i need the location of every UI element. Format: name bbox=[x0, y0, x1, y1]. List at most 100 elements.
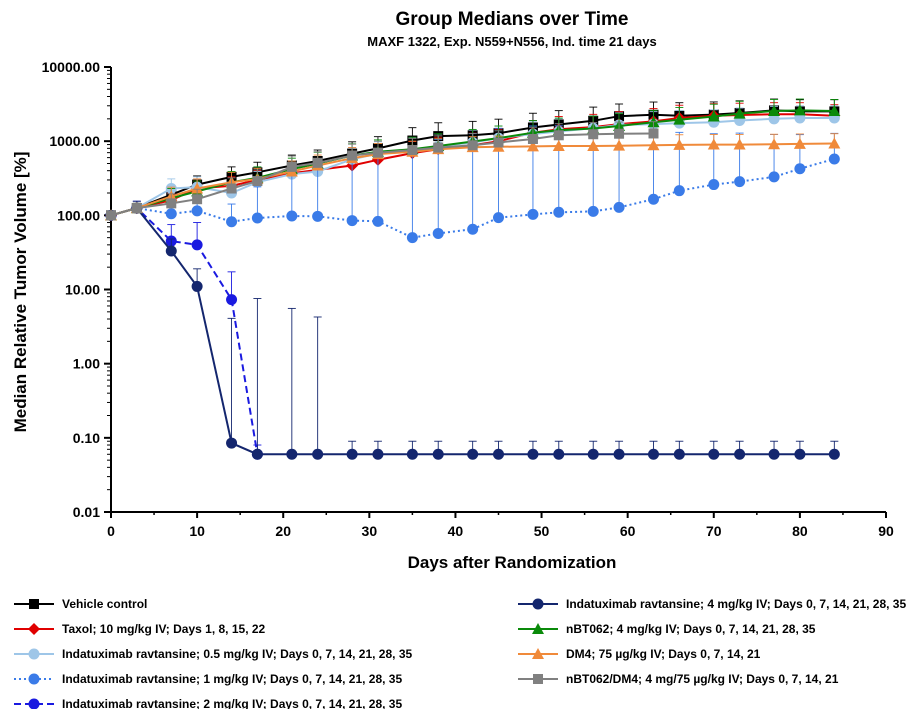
data-point bbox=[467, 448, 479, 460]
data-point bbox=[614, 128, 625, 139]
legend-label: Indatuximab ravtansine; 1 mg/kg IV; Days… bbox=[62, 672, 402, 686]
data-point bbox=[734, 448, 746, 460]
y-tick-label: 1.00 bbox=[73, 356, 100, 372]
series-8 bbox=[106, 121, 659, 221]
data-point bbox=[533, 674, 543, 684]
x-tick-label: 0 bbox=[107, 523, 115, 539]
plot-area bbox=[105, 98, 841, 460]
data-point bbox=[226, 183, 237, 194]
legend-label: Indatuximab ravtansine; 0.5 mg/kg IV; Da… bbox=[62, 647, 412, 661]
legend-label: Indatuximab ravtansine; 4 mg/kg IV; Days… bbox=[566, 597, 906, 611]
data-point bbox=[587, 205, 599, 217]
x-tick-label: 20 bbox=[275, 523, 291, 539]
data-point bbox=[673, 185, 685, 197]
data-point bbox=[372, 147, 383, 158]
data-point bbox=[673, 138, 686, 150]
data-point bbox=[165, 245, 177, 257]
chart-title: Group Medians over Time bbox=[396, 9, 629, 30]
legend-label: nBT062; 4 mg/kg IV; Days 0, 7, 14, 21, 2… bbox=[566, 622, 816, 636]
data-point bbox=[312, 157, 323, 168]
data-point bbox=[372, 448, 384, 460]
data-point bbox=[552, 140, 565, 152]
data-point bbox=[226, 437, 238, 449]
legend-item-2: Indatuximab ravtansine; 0.5 mg/kg IV; Da… bbox=[14, 647, 412, 661]
legend: Vehicle control Taxol; 10 mg/kg IV; Days … bbox=[14, 597, 906, 709]
data-point bbox=[587, 448, 599, 460]
data-point bbox=[707, 110, 720, 122]
data-point bbox=[532, 648, 544, 659]
data-point bbox=[467, 140, 478, 151]
axes: 0 10 20 30 40 50 60 70 80 90 0.01 0.10 1.00 10.00 100.… bbox=[42, 59, 894, 539]
data-point bbox=[768, 113, 780, 125]
data-point bbox=[648, 128, 659, 139]
data-point bbox=[613, 201, 625, 213]
legend-item-7: DM4; 75 µg/kg IV; Days 0, 7, 14, 21 bbox=[518, 647, 761, 661]
data-point bbox=[768, 138, 781, 150]
data-point bbox=[648, 448, 659, 460]
data-point bbox=[532, 623, 544, 634]
data-point bbox=[493, 448, 504, 460]
y-axis-label: Median Relative Tumor Volume [%] bbox=[11, 152, 30, 433]
data-point bbox=[588, 129, 599, 140]
data-point bbox=[406, 448, 418, 460]
legend-item-6: nBT062; 4 mg/kg IV; Days 0, 7, 14, 21, 2… bbox=[518, 622, 816, 636]
legend-item-1: Taxol; 10 mg/kg IV; Days 1, 8, 15, 22 bbox=[14, 622, 266, 636]
data-point bbox=[647, 139, 660, 151]
legend-label: Indatuximab ravtansine; 2 mg/kg IV; Days… bbox=[62, 697, 402, 709]
data-point bbox=[191, 182, 204, 194]
data-point bbox=[312, 448, 324, 460]
legend-item-4: Indatuximab ravtansine; 2 mg/kg IV; Days… bbox=[14, 697, 402, 709]
data-point bbox=[613, 448, 625, 460]
data-point bbox=[587, 140, 600, 152]
x-tick-label: 50 bbox=[534, 523, 550, 539]
y-tick-label: 0.01 bbox=[73, 504, 100, 520]
data-point bbox=[226, 216, 238, 228]
data-point bbox=[532, 598, 544, 610]
data-point bbox=[433, 142, 444, 153]
x-tick-label: 70 bbox=[706, 523, 722, 539]
data-point bbox=[286, 448, 298, 460]
legend-label: nBT062/DM4; 4 mg/75 µg/kg IV; Days 0, 7,… bbox=[566, 672, 839, 686]
data-point bbox=[191, 205, 203, 217]
data-point bbox=[191, 280, 203, 292]
x-tick-label: 10 bbox=[189, 523, 205, 539]
data-point bbox=[432, 227, 444, 239]
data-point bbox=[708, 448, 720, 460]
data-point bbox=[673, 113, 686, 125]
legend-label: Vehicle control bbox=[62, 597, 147, 611]
data-point bbox=[28, 698, 40, 709]
data-point bbox=[733, 107, 746, 119]
x-axis-label: Days after Randomization bbox=[408, 553, 617, 572]
data-point bbox=[493, 212, 504, 224]
data-point bbox=[553, 448, 565, 460]
data-point bbox=[828, 448, 840, 460]
data-point bbox=[493, 137, 504, 148]
chart-subtitle: MAXF 1322, Exp. N559+N556, Ind. time 21 … bbox=[367, 34, 656, 49]
data-point bbox=[734, 176, 746, 188]
data-point bbox=[226, 294, 238, 306]
legend-label: Taxol; 10 mg/kg IV; Days 1, 8, 15, 22 bbox=[62, 622, 266, 636]
legend-item-3: Indatuximab ravtansine; 1 mg/kg IV; Days… bbox=[14, 672, 402, 686]
data-point bbox=[346, 215, 358, 227]
data-point bbox=[733, 138, 746, 150]
data-point bbox=[828, 137, 841, 149]
y-tick-label: 100.00 bbox=[57, 207, 100, 223]
data-point bbox=[312, 210, 324, 222]
data-point bbox=[527, 208, 539, 220]
data-point bbox=[526, 140, 539, 152]
y-tick-label: 0.10 bbox=[73, 430, 100, 446]
legend-item-5: Indatuximab ravtansine; 4 mg/kg IV; Days… bbox=[518, 597, 906, 611]
y-tick-label: 1000.00 bbox=[49, 133, 100, 149]
y-tick-label: 10.00 bbox=[65, 282, 100, 298]
data-point bbox=[708, 179, 720, 191]
data-point bbox=[192, 194, 203, 205]
series-5 bbox=[105, 200, 840, 460]
data-point bbox=[346, 448, 358, 460]
data-point bbox=[251, 212, 263, 224]
data-point bbox=[286, 210, 298, 222]
data-point bbox=[527, 448, 539, 460]
data-point bbox=[251, 448, 263, 460]
data-point bbox=[828, 153, 840, 165]
data-point bbox=[406, 232, 418, 244]
